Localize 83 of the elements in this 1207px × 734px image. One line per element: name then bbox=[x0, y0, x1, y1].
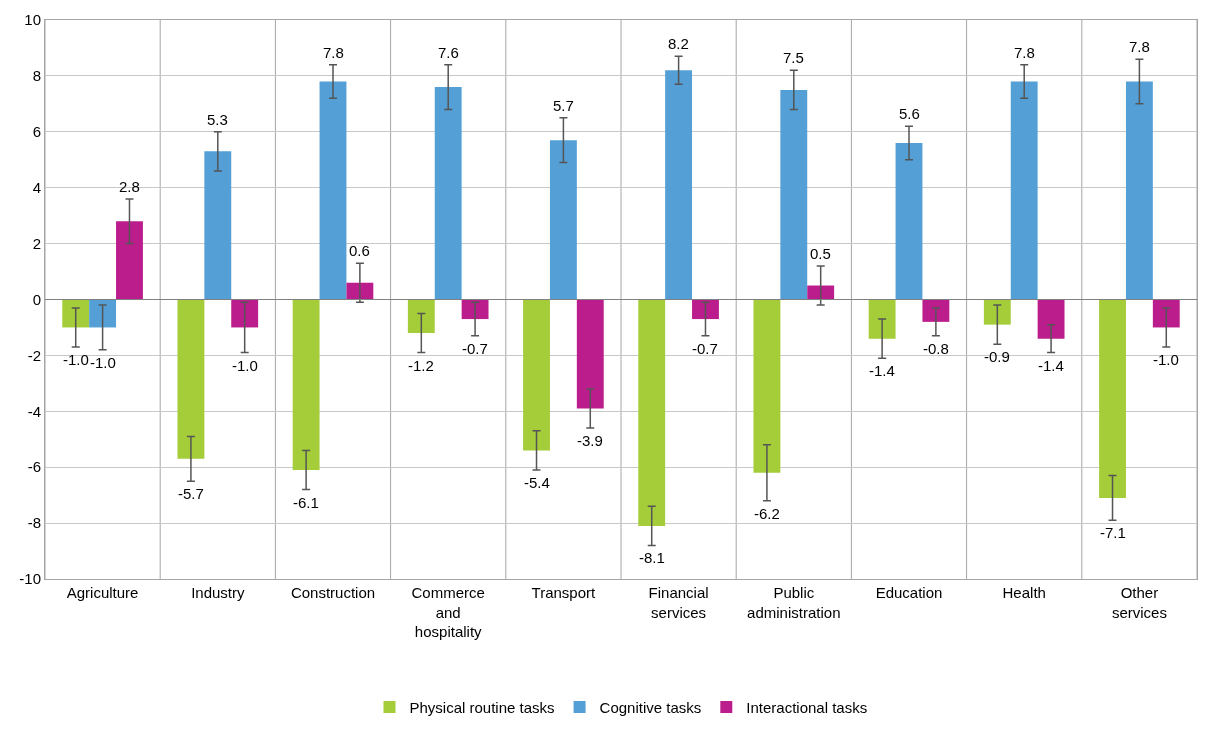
bar bbox=[780, 89, 808, 300]
data-label: 5.3 bbox=[207, 111, 228, 128]
bar bbox=[407, 299, 435, 334]
data-label: -0.7 bbox=[692, 340, 718, 357]
data-label: 7.8 bbox=[1014, 44, 1035, 61]
bar bbox=[177, 299, 205, 459]
legend-label: Physical routine tasks bbox=[409, 698, 555, 716]
data-label: -6.1 bbox=[293, 494, 319, 511]
bar bbox=[461, 299, 489, 320]
bar bbox=[922, 299, 950, 322]
data-label: -6.2 bbox=[754, 505, 780, 522]
y-tick-label: 8 bbox=[32, 67, 41, 85]
bar bbox=[116, 221, 143, 300]
data-label: -0.7 bbox=[462, 340, 488, 357]
data-label: -1.2 bbox=[408, 357, 434, 374]
y-tick-label: -4 bbox=[27, 402, 41, 420]
data-label: 5.7 bbox=[553, 97, 574, 114]
legend-label: Interactional tasks bbox=[746, 698, 868, 716]
bar bbox=[576, 299, 604, 409]
data-label: -3.9 bbox=[577, 432, 603, 449]
data-label: -5.7 bbox=[178, 485, 204, 502]
data-label: 0.5 bbox=[810, 245, 831, 262]
bar bbox=[665, 70, 693, 300]
bar bbox=[549, 140, 577, 300]
data-label: 8.2 bbox=[668, 35, 689, 52]
bar bbox=[62, 299, 90, 328]
y-tick-label: -6 bbox=[27, 458, 41, 476]
data-label: -5.4 bbox=[524, 474, 550, 491]
bar bbox=[319, 81, 347, 300]
bar bbox=[523, 299, 550, 451]
data-label: 2.8 bbox=[119, 178, 140, 195]
data-label: 7.5 bbox=[783, 49, 804, 66]
bar bbox=[1010, 81, 1038, 300]
x-tick-label: Commerce and hospitality bbox=[411, 584, 485, 640]
y-tick-label: 6 bbox=[32, 123, 41, 141]
data-label: -0.8 bbox=[923, 340, 949, 357]
bar bbox=[231, 299, 259, 328]
data-label: -0.9 bbox=[984, 348, 1010, 365]
y-tick-label: -2 bbox=[27, 346, 41, 364]
bar bbox=[1152, 299, 1180, 328]
data-label: 7.6 bbox=[438, 44, 459, 61]
y-tick-label: 4 bbox=[32, 178, 41, 196]
data-label: -1.0 bbox=[63, 351, 89, 368]
y-tick-label: 10 bbox=[24, 11, 41, 29]
x-tick-label: Other services bbox=[1111, 584, 1167, 621]
bar bbox=[204, 151, 232, 300]
bar bbox=[638, 299, 666, 526]
bar bbox=[1099, 299, 1126, 498]
bar bbox=[1037, 299, 1065, 339]
x-tick-label: Construction bbox=[290, 584, 376, 601]
x-tick-label: Education bbox=[875, 584, 943, 601]
legend-label: Cognitive tasks bbox=[599, 698, 702, 716]
y-tick-label: -8 bbox=[27, 514, 41, 532]
data-label: -1.0 bbox=[1153, 351, 1179, 368]
bar bbox=[895, 142, 923, 300]
data-label: -1.4 bbox=[1038, 357, 1064, 374]
y-tick-label: 2 bbox=[32, 234, 41, 252]
bar bbox=[89, 299, 117, 328]
y-tick-label: -10 bbox=[19, 570, 41, 588]
x-tick-label: Industry bbox=[191, 584, 245, 601]
x-tick-label: Public administration bbox=[747, 584, 841, 621]
data-label: -8.1 bbox=[639, 549, 665, 566]
data-label: 5.6 bbox=[899, 105, 920, 122]
x-tick-label: Financial services bbox=[648, 584, 709, 621]
x-tick-label: Agriculture bbox=[66, 584, 139, 601]
x-tick-label: Transport bbox=[531, 584, 597, 601]
data-label: -1.0 bbox=[90, 354, 116, 371]
data-label: 7.8 bbox=[323, 44, 344, 61]
bar bbox=[292, 299, 320, 470]
data-label: 7.8 bbox=[1129, 38, 1150, 55]
bar bbox=[1125, 81, 1153, 300]
data-label: -7.1 bbox=[1100, 524, 1126, 541]
bar bbox=[983, 299, 1011, 325]
y-tick-label: 0 bbox=[32, 290, 41, 308]
bar bbox=[753, 299, 781, 473]
bar bbox=[692, 299, 719, 320]
data-label: -1.0 bbox=[232, 357, 258, 374]
data-label: -1.4 bbox=[869, 362, 895, 379]
data-label: 0.6 bbox=[349, 242, 370, 259]
x-tick-label: Health bbox=[1002, 584, 1046, 601]
bar bbox=[807, 285, 835, 300]
bar bbox=[868, 299, 896, 339]
bar bbox=[434, 87, 462, 300]
